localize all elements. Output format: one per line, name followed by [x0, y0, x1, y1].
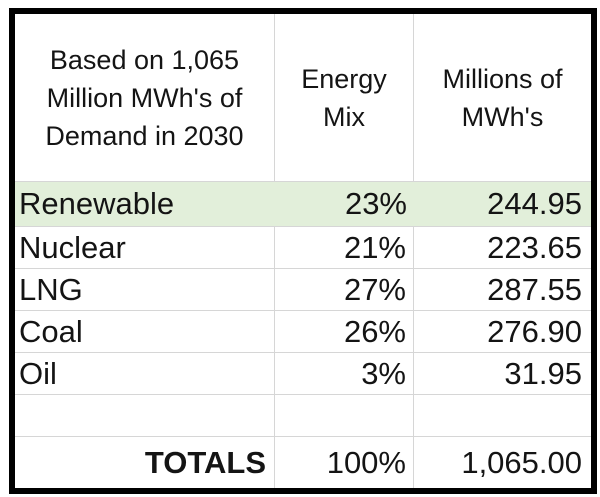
empty-row-mix-cell [275, 395, 414, 437]
row-lng-mix: 27% [275, 269, 414, 311]
row-coal-label: Coal [15, 311, 275, 353]
header-cell-energy-mix: Energy Mix [275, 14, 414, 182]
row-oil-mix: 3% [275, 353, 414, 395]
header-millions-mwh-text: Millions of MWh's [442, 63, 563, 132]
row-renewable-label: Renewable [15, 182, 275, 227]
row-renewable-mix: 23% [275, 182, 414, 227]
row-coal-mwh: 276.90 [414, 311, 591, 353]
row-renewable-mwh: 244.95 [414, 182, 591, 227]
row-lng-label: LNG [15, 269, 275, 311]
row-lng-mwh: 287.55 [414, 269, 591, 311]
empty-row-mwh-cell [414, 395, 591, 437]
totals-label: TOTALS [15, 437, 275, 488]
header-demand-basis-text: Based on 1,065 Million MWh's of Demand i… [45, 44, 244, 151]
row-nuclear-label: Nuclear [15, 227, 275, 269]
row-nuclear-mix: 21% [275, 227, 414, 269]
energy-demand-table: Based on 1,065 Million MWh's of Demand i… [9, 8, 597, 494]
row-nuclear-mwh: 223.65 [414, 227, 591, 269]
header-energy-mix-text: Energy Mix [301, 63, 387, 132]
totals-mix: 100% [275, 437, 414, 488]
row-oil-mwh: 31.95 [414, 353, 591, 395]
table-grid: Based on 1,065 Million MWh's of Demand i… [15, 14, 591, 488]
row-oil-label: Oil [15, 353, 275, 395]
totals-mwh: 1,065.00 [461, 444, 582, 480]
header-cell-millions-mwh: Millions of MWh's [414, 14, 591, 182]
empty-row-label-cell [15, 395, 275, 437]
row-coal-mix: 26% [275, 311, 414, 353]
header-cell-demand-basis: Based on 1,065 Million MWh's of Demand i… [15, 14, 275, 182]
